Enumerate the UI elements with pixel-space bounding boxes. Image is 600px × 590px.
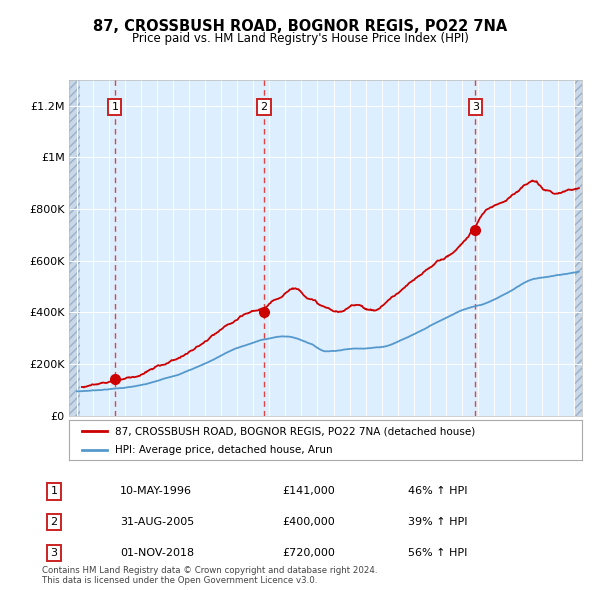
Text: 39% ↑ HPI: 39% ↑ HPI [408, 517, 467, 527]
Text: 2: 2 [50, 517, 58, 527]
Text: 56% ↑ HPI: 56% ↑ HPI [408, 548, 467, 558]
Text: 10-MAY-1996: 10-MAY-1996 [120, 487, 192, 496]
Text: £720,000: £720,000 [282, 548, 335, 558]
Text: 1: 1 [50, 487, 58, 496]
Text: £400,000: £400,000 [282, 517, 335, 527]
Text: 87, CROSSBUSH ROAD, BOGNOR REGIS, PO22 7NA: 87, CROSSBUSH ROAD, BOGNOR REGIS, PO22 7… [93, 19, 507, 34]
Text: £141,000: £141,000 [282, 487, 335, 496]
Text: 87, CROSSBUSH ROAD, BOGNOR REGIS, PO22 7NA (detached house): 87, CROSSBUSH ROAD, BOGNOR REGIS, PO22 7… [115, 427, 475, 437]
Text: HPI: Average price, detached house, Arun: HPI: Average price, detached house, Arun [115, 445, 333, 455]
Text: Price paid vs. HM Land Registry's House Price Index (HPI): Price paid vs. HM Land Registry's House … [131, 32, 469, 45]
Text: 31-AUG-2005: 31-AUG-2005 [120, 517, 194, 527]
Text: 01-NOV-2018: 01-NOV-2018 [120, 548, 194, 558]
Text: 3: 3 [50, 548, 58, 558]
Text: 46% ↑ HPI: 46% ↑ HPI [408, 487, 467, 496]
Text: 3: 3 [472, 102, 479, 112]
Text: 2: 2 [260, 102, 268, 112]
Text: Contains HM Land Registry data © Crown copyright and database right 2024.
This d: Contains HM Land Registry data © Crown c… [42, 566, 377, 585]
Text: 1: 1 [112, 102, 118, 112]
